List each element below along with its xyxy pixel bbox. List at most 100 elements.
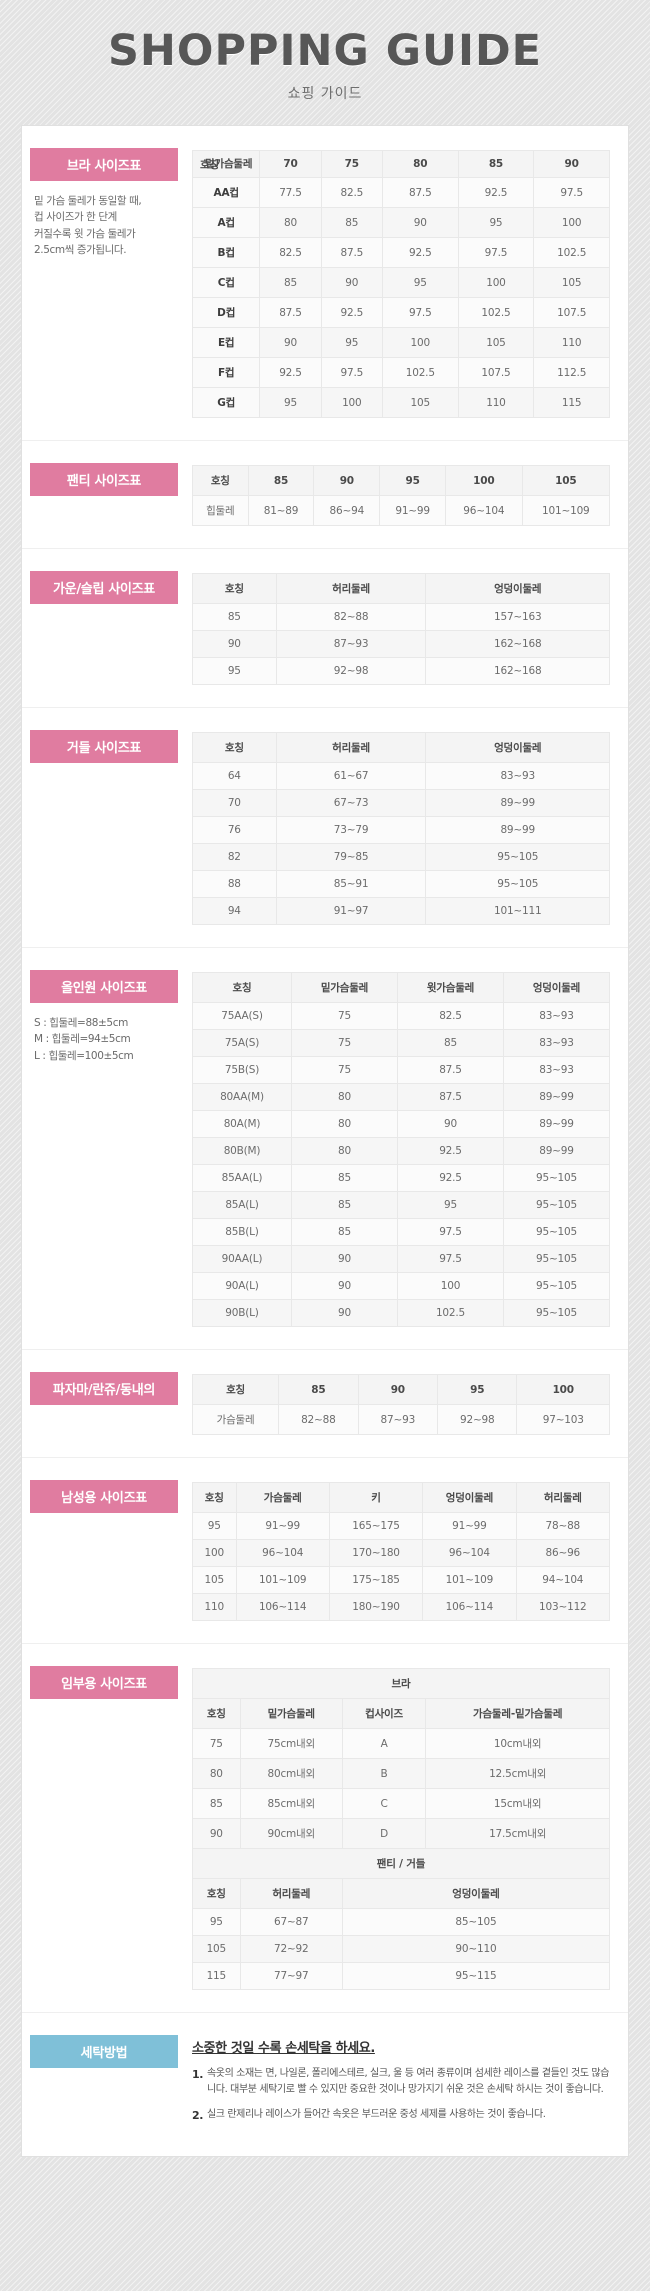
- maternity-size-table: 브라 호칭 밑가슴둘레 컵사이즈 가슴둘레-밑가슴둘레 75 75cm내외: [192, 1668, 611, 1990]
- girdle-col-header: 허리둘레: [275, 732, 427, 763]
- mens-size-table: 호칭 가슴둘레 키 엉덩이둘레 허리둘레 95 91~99 165~175 91: [192, 1482, 611, 1621]
- table-header-row: 호칭 가슴둘레 키 엉덩이둘레 허리둘레: [192, 1482, 611, 1513]
- maternity-bra-cell: B: [341, 1758, 427, 1789]
- bra-cell: 100: [457, 267, 535, 298]
- allinone-cell: 85: [291, 1218, 398, 1246]
- maternity-panty-col-header: 허리둘레: [239, 1878, 343, 1909]
- pajama-row-label: 가슴둘레: [191, 1404, 280, 1435]
- table-row: 75 75cm내외 A 10cm내외: [192, 1728, 610, 1759]
- mens-cell: 96~104: [235, 1539, 330, 1567]
- table-row: 82 79~85 95~105: [192, 843, 610, 871]
- bra-cell: 100: [533, 207, 610, 238]
- maternity-bra-cell: C: [341, 1788, 427, 1819]
- section-maternity-size: 임부용 사이즈표 브라 호칭 밑가슴둘레 컵사이즈 가슴둘레-밑가슴둘레: [22, 1644, 628, 2013]
- bra-col-80: 80: [381, 150, 459, 178]
- section-mens-size: 남성용 사이즈표 호칭 가슴둘레 키 엉덩이둘레 허리둘레: [22, 1458, 628, 1644]
- table-header-row: 호칭 허리둘레 엉덩이둘레: [192, 1878, 611, 1909]
- maternity-bra-cell: 75: [192, 1728, 241, 1759]
- bra-cell: 107.5: [457, 357, 535, 388]
- table-row: 80A(M) 80 90 89~99: [191, 1110, 611, 1138]
- panty-table-wrap: 호칭 85 90 95 100 105 힙둘레 81~89 86~94: [192, 463, 611, 526]
- washing-item-text: 실크 란제리나 레이스가 들어간 속옷은 부드러운 중성 세제를 사용하는 것이…: [207, 2109, 546, 2120]
- bra-cell: 100: [381, 327, 459, 358]
- allinone-cell: 85: [291, 1191, 398, 1219]
- mens-cell: 106~114: [422, 1593, 517, 1621]
- allinone-size-table: 호칭 밑가슴둘레 윗가슴둘레 엉덩이둘레 75AA(S) 75 82.5 83~…: [191, 972, 611, 1327]
- allinone-note-line-2: M : 힙둘레=94±5cm: [34, 1033, 131, 1046]
- girdle-cell: 73~79: [275, 816, 427, 844]
- table-row: 90A(L) 90 100 95~105: [191, 1272, 611, 1300]
- allinone-cell: 89~99: [502, 1110, 611, 1138]
- pajama-col-header: 95: [437, 1374, 518, 1405]
- allinone-cell: 102.5: [397, 1299, 504, 1327]
- maternity-bra-cell: 90: [192, 1818, 241, 1849]
- maternity-bra-col-header: 가슴둘레-밑가슴둘레: [425, 1698, 610, 1729]
- bra-cell: 85: [320, 207, 383, 238]
- allinone-cell: 95~105: [502, 1245, 611, 1273]
- gown-col-header: 허리둘레: [275, 573, 427, 604]
- maternity-bra-cell: 75cm내외: [239, 1728, 343, 1759]
- bra-cell: 87.5: [381, 177, 459, 208]
- pajama-table-body: 가슴둘레 82~88 87~93 92~98 97~103: [191, 1404, 610, 1435]
- allinone-col-header: 윗가슴둘레: [397, 972, 504, 1003]
- girdle-cell: 91~97: [275, 897, 427, 925]
- table-header-row: 호칭 85 90 95 100 105: [192, 465, 611, 496]
- bra-cell: 97.5: [320, 357, 383, 388]
- mens-table-body: 95 91~99 165~175 91~99 78~88 100 96~104 …: [192, 1512, 611, 1621]
- allinone-table-body: 75AA(S) 75 82.5 83~93 75A(S) 75 85 83~93: [191, 1002, 611, 1327]
- bra-cell: 107.5: [533, 297, 610, 328]
- bra-table-wrap: 호칭 밑가슴둘레 70 75 80 85 90 AA컵: [191, 148, 610, 418]
- bra-note-line-3: 커질수록 윗 가슴 둘레가: [34, 227, 136, 240]
- table-row: 75AA(S) 75 82.5 83~93: [191, 1002, 611, 1030]
- pajama-col-header: 100: [516, 1374, 610, 1405]
- girdle-cell: 88: [192, 870, 277, 898]
- bra-cell: 115: [533, 387, 610, 418]
- maternity-panty-cell: 105: [192, 1935, 241, 1963]
- panty-col-header: 95: [379, 465, 447, 496]
- table-row: 90AA(L) 90 97.5 95~105: [191, 1245, 611, 1273]
- girdle-cell: 76: [192, 816, 277, 844]
- bra-row-label: AA컵: [191, 177, 261, 208]
- section-girdle-size: 거들 사이즈표 호칭 허리둘레 엉덩이둘레 64 61~67: [22, 708, 628, 948]
- bra-cell: 85: [259, 267, 322, 298]
- girdle-size-table: 호칭 허리둘레 엉덩이둘레 64 61~67 83~93 70: [192, 732, 610, 925]
- mens-cell: 91~99: [235, 1512, 330, 1540]
- allinone-cell: 83~93: [502, 1029, 611, 1057]
- girdle-table-wrap: 호칭 허리둘레 엉덩이둘레 64 61~67 83~93 70: [192, 730, 610, 925]
- table-row: C컵 85 90 95 100 105: [191, 267, 610, 298]
- bra-note-line-1: 밑 가슴 둘레가 동일할 때,: [34, 195, 142, 207]
- size-guide-card: 브라 사이즈표 밑 가슴 둘레가 동일할 때, 컵 사이즈가 한 단계 커질수록…: [21, 125, 629, 2157]
- allinone-cell: 89~99: [502, 1083, 611, 1111]
- allinone-note-line-1: S : 힙둘레=88±5cm: [34, 1017, 128, 1029]
- mens-cell: 175~185: [328, 1566, 424, 1594]
- maternity-bra-band-row: 브라: [192, 1668, 610, 1699]
- table-row: 105 72~92 90~110: [192, 1935, 611, 1963]
- bra-size-table: 호칭 밑가슴둘레 70 75 80 85 90 AA컵: [191, 150, 610, 418]
- maternity-bra-body: 75 75cm내외 A 10cm내외 80 80cm내외 B 12.5cm내외: [192, 1728, 610, 1849]
- maternity-bra-col-header: 컵사이즈: [341, 1698, 427, 1729]
- allinone-cell: 95~105: [502, 1191, 611, 1219]
- maternity-bra-cell: 17.5cm내외: [425, 1818, 610, 1849]
- table-row: 94 91~97 101~111: [192, 897, 610, 925]
- maternity-panty-cell: 115: [192, 1962, 241, 1990]
- allinone-cell: 85: [291, 1164, 398, 1192]
- girdle-cell: 94: [192, 897, 277, 925]
- pajama-col-header: 90: [357, 1374, 439, 1405]
- bra-cell: 97.5: [457, 237, 535, 268]
- bra-cell: 102.5: [381, 357, 459, 388]
- bra-sidebar: 브라 사이즈표 밑 가슴 둘레가 동일할 때, 컵 사이즈가 한 단계 커질수록…: [22, 148, 192, 258]
- allinone-cell: 90AA(L): [191, 1245, 293, 1273]
- mens-col-header: 키: [328, 1482, 424, 1513]
- mens-section-tag: 남성용 사이즈표: [30, 1480, 178, 1513]
- table-row: 85B(L) 85 97.5 95~105: [191, 1218, 611, 1246]
- bra-corner-label-col: 밑가슴둘레: [205, 158, 253, 170]
- gown-cell: 82~88: [275, 603, 427, 631]
- table-row: 64 61~67 83~93: [192, 762, 610, 790]
- pajama-section-tag: 파자마/란쥬/동내의: [30, 1372, 178, 1405]
- allinone-cell: 85AA(L): [191, 1164, 293, 1192]
- allinone-cell: 85: [397, 1029, 504, 1057]
- girdle-cell: 67~73: [275, 789, 427, 817]
- mens-cell: 100: [192, 1539, 237, 1567]
- pajama-col-header: 호칭: [191, 1374, 280, 1405]
- allinone-cell: 90: [291, 1272, 398, 1300]
